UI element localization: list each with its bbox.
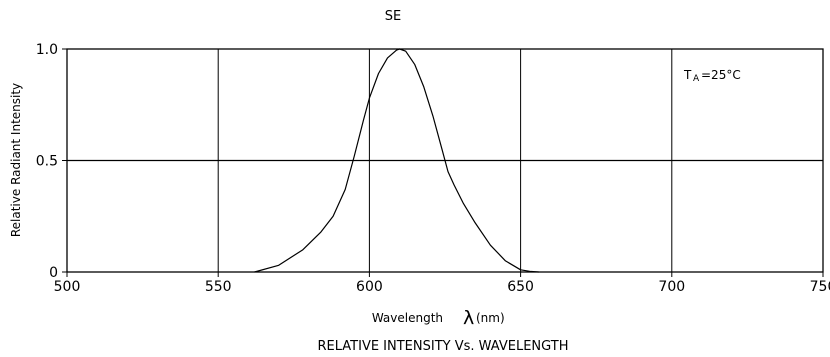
series-layer	[254, 48, 539, 273]
y-tick-label: 0.5	[36, 154, 58, 170]
x-tick-label: 750	[810, 279, 830, 295]
x-axis-lambda: λ	[463, 307, 474, 329]
x-axis-label: Wavelength	[372, 311, 443, 325]
temperature-annotation: T A =25°C	[683, 68, 741, 84]
y-tick-label: 0	[49, 265, 58, 281]
annotation-value: =25°C	[701, 68, 741, 82]
y-axis-label: Relative Radiant Intensity	[9, 83, 23, 237]
tick-labels: 500 550 600 650 700 750 0 0.5 1.0	[36, 42, 830, 295]
x-tick-label: 600	[356, 279, 383, 295]
annotation-subscript: A	[693, 74, 700, 84]
chart-caption: RELATIVE INTENSITY Vs. WAVELENGTH	[318, 339, 569, 354]
x-tick-label: 550	[205, 279, 232, 295]
chart-title: SE	[385, 9, 401, 24]
x-tick-label: 700	[658, 279, 685, 295]
x-axis-unit: (nm)	[476, 311, 505, 325]
series-line-0	[254, 48, 539, 273]
x-tick-label: 500	[54, 279, 81, 295]
annotation-symbol: T	[683, 68, 692, 82]
x-tick-label: 650	[507, 279, 534, 295]
y-tick-label: 1.0	[36, 42, 58, 58]
axes	[62, 48, 824, 277]
